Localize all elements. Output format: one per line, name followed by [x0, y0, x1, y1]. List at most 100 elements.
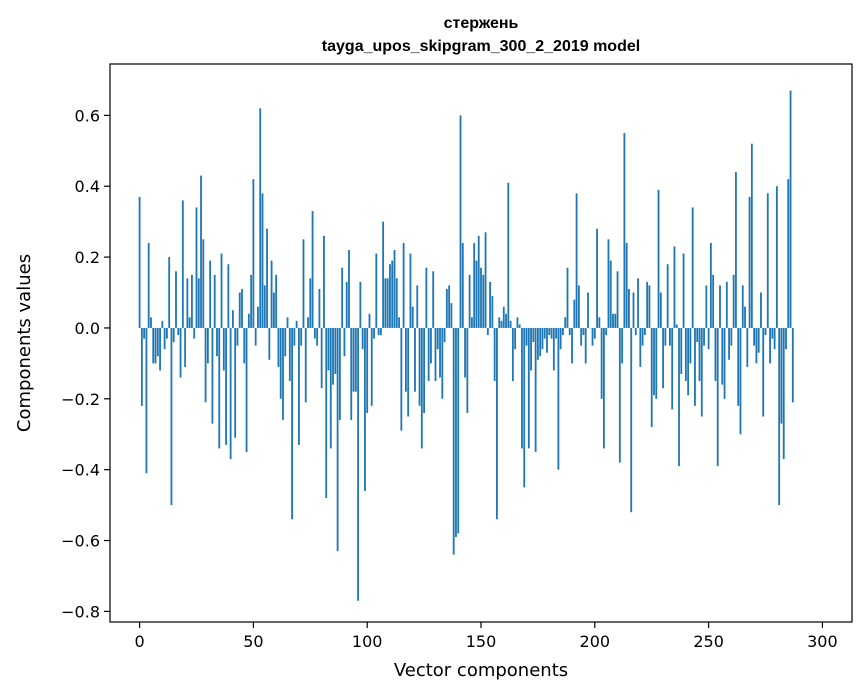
bar-221: [641, 327, 644, 346]
bar-62: [279, 327, 282, 399]
bar-97: [359, 281, 362, 328]
bar-89: [341, 267, 344, 328]
bar-152: [484, 232, 487, 328]
bar-106: [379, 327, 382, 336]
bar-71: [300, 327, 303, 346]
bar-102: [370, 327, 373, 406]
bar-100: [366, 327, 369, 413]
bar-58: [270, 260, 273, 328]
bar-4: [147, 242, 150, 328]
bar-263: [737, 327, 740, 406]
x-axis-ticks: 0 50 100 150 200 250 300: [134, 622, 838, 651]
bar-63: [282, 327, 284, 421]
bar-176: [539, 327, 542, 357]
bar-285: [787, 179, 790, 328]
bar-146: [470, 317, 473, 328]
bar-243: [691, 207, 694, 328]
bar-92: [348, 250, 350, 328]
bar-31: [209, 260, 212, 328]
bar-101: [368, 313, 371, 328]
bar-42: [234, 327, 237, 438]
bar-255: [719, 285, 721, 328]
bar-61: [277, 327, 280, 367]
bar-140: [457, 327, 460, 534]
bar-220: [639, 327, 642, 367]
bar-27: [200, 175, 202, 328]
bar-219: [637, 278, 639, 328]
bar-188: [566, 267, 569, 328]
bar-137: [450, 303, 453, 328]
bar-148: [475, 260, 478, 328]
y-tick-label-7: 0.6: [75, 106, 100, 125]
bar-0: [138, 196, 141, 328]
bar-121: [414, 327, 416, 392]
bar-278: [771, 327, 774, 339]
bar-72: [302, 239, 305, 328]
x-axis-label: Vector components: [394, 660, 568, 681]
bar-52: [257, 306, 259, 328]
bar-147: [473, 242, 476, 328]
bar-80: [320, 327, 323, 389]
bar-274: [762, 327, 765, 417]
x-tick-label-0: 0: [134, 632, 144, 651]
y-tick-label-4: 0.0: [75, 319, 100, 338]
bar-139: [455, 327, 457, 537]
bar-2: [143, 327, 146, 339]
bar-209: [614, 313, 617, 328]
x-tick-label-1: 50: [243, 632, 263, 651]
bar-222: [643, 327, 646, 336]
bar-166: [516, 317, 519, 328]
x-tick-label-3: 150: [466, 632, 497, 651]
bar-250: [707, 327, 710, 350]
y-axis-ticks: −0.8 −0.6 −0.4 −0.2 0.0 0.2 0.4 0.6: [61, 106, 110, 621]
y-tick-label-3: −0.2: [61, 390, 100, 409]
bar-99: [364, 327, 366, 491]
bar-39: [227, 264, 230, 328]
bar-164: [511, 327, 514, 382]
bar-245: [696, 327, 699, 343]
bar-126: [425, 267, 428, 328]
bar-65: [286, 317, 289, 328]
bar-282: [780, 327, 783, 424]
bar-116: [402, 242, 405, 328]
bar-163: [509, 320, 512, 328]
bar-128: [430, 327, 432, 364]
bar-67: [291, 327, 293, 520]
bar-254: [716, 327, 719, 467]
bar-182: [552, 327, 555, 371]
bar-119: [409, 253, 412, 328]
bar-195: [582, 327, 585, 336]
bar-226: [653, 327, 655, 396]
bar-275: [764, 327, 767, 336]
bar-197: [587, 292, 589, 328]
bar-183: [555, 327, 558, 339]
bar-20: [184, 327, 187, 367]
y-tick-label-0: −0.8: [61, 602, 100, 621]
bar-231: [664, 327, 667, 346]
bar-87: [336, 327, 339, 552]
bar-10: [161, 320, 164, 328]
bar-186: [562, 327, 564, 336]
bar-35: [218, 327, 221, 449]
bar-30: [206, 327, 209, 364]
bar-110: [389, 264, 391, 328]
bar-211: [618, 327, 621, 463]
bar-160: [502, 306, 505, 328]
bar-205: [605, 327, 608, 336]
bar-104: [375, 253, 378, 328]
bar-49: [250, 274, 253, 328]
bar-223: [646, 281, 649, 328]
bar-53: [259, 108, 262, 328]
bar-239: [682, 253, 685, 328]
x-tick-label-2: 100: [352, 632, 383, 651]
bar-47: [245, 327, 248, 452]
bar-155: [491, 296, 494, 328]
bar-259: [728, 327, 730, 360]
bar-144: [466, 327, 469, 413]
bar-21: [186, 278, 189, 328]
bar-192: [575, 193, 578, 328]
bar-56: [266, 228, 268, 328]
bar-216: [630, 327, 633, 513]
bar-284: [785, 327, 787, 350]
bar-281: [778, 327, 781, 506]
